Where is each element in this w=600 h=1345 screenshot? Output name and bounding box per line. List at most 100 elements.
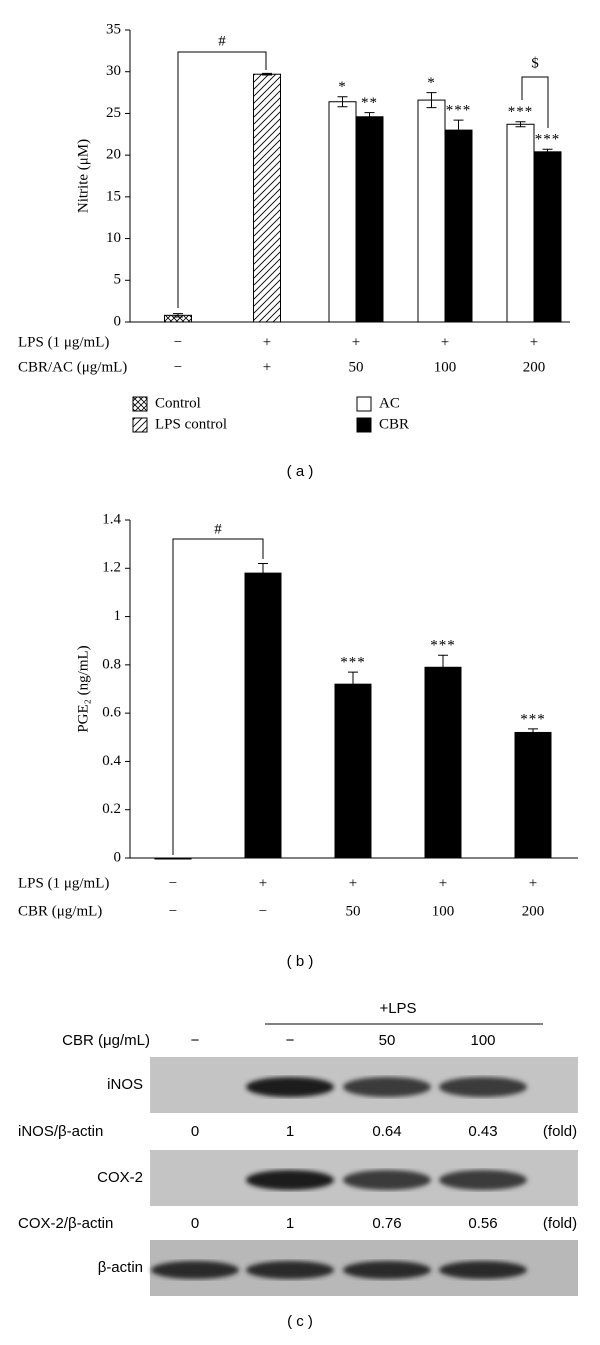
y-tick-label: 1.2 [102,560,121,576]
error-bar [426,92,437,109]
blot-band [343,1077,431,1097]
significance-bracket [177,51,267,308]
row-value: 200 [523,359,546,375]
ratio-label: COX-2/β-actin [18,1215,113,1232]
significance-label: *** [520,711,546,727]
ratio-value: 1 [286,1215,294,1232]
significance-label: *** [340,655,366,671]
y-axis-label: PGE₂ (ng/mL) [75,645,91,732]
lane-label: − [286,1032,295,1049]
annotation: # [214,521,222,537]
annotation: $ [531,55,539,71]
y-axis-label: Nitrite (μM) [75,139,91,213]
blot-band [246,1170,334,1190]
lane-row-label: CBR (μg/mL) [62,1032,150,1049]
error-bar [262,72,272,76]
significance-label: *** [535,132,561,148]
y-tick-label: 0.4 [102,753,121,769]
row-label: CBR (μg/mL) [18,903,102,919]
legend-swatch [132,417,148,433]
ratio-value: 0.64 [372,1123,401,1140]
row-label: CBR/AC (μg/mL) [18,359,127,375]
bar [514,731,552,859]
error-bar [528,728,538,737]
row-value: + [259,875,267,891]
blot-band [439,1261,527,1279]
error-bar [542,148,553,155]
error-bar [173,313,183,318]
significance-label: * [427,75,436,91]
significance-bracket [521,76,549,128]
row-value: 50 [349,359,364,375]
row-value: + [263,334,271,350]
legend-label: LPS control [155,416,227,432]
legend-swatch [132,396,148,412]
row-value: + [263,359,271,375]
row-value: + [529,875,537,891]
blot-band [439,1077,527,1097]
bar [444,129,473,323]
y-tick-label: 0.6 [102,705,121,721]
panel-caption: ( c ) [287,1313,313,1330]
row-value: + [530,334,538,350]
bar [253,73,281,323]
y-tick-label: 20 [106,147,121,163]
ratio-unit: (fold) [543,1215,577,1232]
error-bar [438,654,448,680]
y-tick-label: 10 [106,230,121,246]
error-bar [348,671,358,697]
ratio-unit: (fold) [543,1123,577,1140]
error-bar [364,112,375,122]
bar [506,123,535,323]
ratio-value: 1 [286,1123,294,1140]
bar [417,99,446,323]
blot-band [343,1261,431,1279]
bar [424,666,462,859]
band-label: COX-2 [97,1169,143,1186]
significance-label: *** [508,104,534,120]
legend-label: AC [379,395,400,411]
bar [154,857,192,860]
row-value: − [174,359,182,375]
y-tick-label: 35 [106,21,121,37]
y-tick-label: 15 [106,188,121,204]
row-value: + [439,875,447,891]
blot-band [151,1261,239,1279]
panel-caption: ( b ) [287,953,314,970]
blot-band [246,1077,334,1097]
row-label: LPS (1 μg/mL) [18,334,109,350]
row-value: 100 [434,359,457,375]
y-tick-label: 0 [114,313,122,329]
y-tick-label: 0.2 [102,801,121,817]
ratio-value: 0.76 [372,1215,401,1232]
ratio-value: 0.56 [468,1215,497,1232]
row-value: + [352,334,360,350]
row-label: LPS (1 μg/mL) [18,875,109,891]
row-value: − [169,875,177,891]
row-value: − [259,903,267,919]
bar [328,101,357,323]
significance-label: ** [361,95,378,111]
bar [355,116,384,323]
y-tick-label: 1 [114,608,122,624]
row-value: 200 [522,903,545,919]
legend-swatch [356,417,372,433]
ratio-label: iNOS/β-actin [18,1123,103,1140]
row-value: − [174,334,182,350]
y-tick-label: 0.8 [102,656,121,672]
panel-caption: ( a ) [287,463,314,480]
y-tick-label: 5 [114,272,122,288]
significance-bracket [172,538,264,855]
bar [244,572,282,859]
y-tick-label: 0 [114,849,122,865]
significance-label: *** [430,638,456,654]
row-value: + [349,875,357,891]
blot-band [246,1261,334,1279]
y-tick-label: 25 [106,105,121,121]
error-bar [515,121,526,128]
band-label: β-actin [98,1259,143,1276]
significance-label: *** [446,103,472,119]
row-value: 100 [432,903,455,919]
blot-band [343,1170,431,1190]
